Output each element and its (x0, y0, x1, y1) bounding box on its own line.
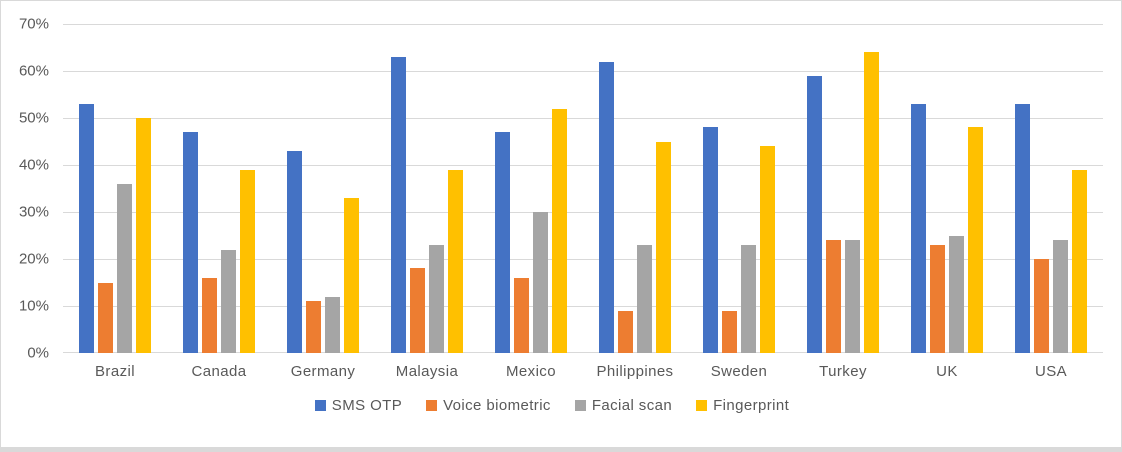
legend-item-fingerprint: Fingerprint (696, 397, 789, 414)
y-tick-label: 40% (18, 156, 49, 174)
bar-sms-otp (287, 150, 302, 353)
bar-voice-biometric (722, 310, 737, 353)
bar-sms-otp (79, 103, 94, 353)
x-tick-label: Canada (191, 363, 247, 380)
legend-label: Voice biometric (443, 397, 551, 414)
plot-area (63, 24, 1103, 353)
bar-facial-scan (845, 240, 860, 353)
bar-fingerprint (656, 141, 671, 353)
y-tick-label: 0% (27, 344, 49, 362)
x-tick-label: Sweden (710, 363, 768, 380)
gridline (63, 212, 1103, 213)
legend-swatch-icon (426, 400, 438, 411)
bar-sms-otp (599, 61, 614, 353)
legend-swatch-icon (314, 400, 326, 411)
bar-group-uk (895, 24, 999, 353)
bar-facial-scan (325, 296, 340, 353)
x-tick-label: Turkey (819, 363, 867, 380)
bar-sms-otp (183, 132, 198, 353)
bar-sms-otp (1015, 103, 1030, 353)
y-tick-label: 20% (18, 250, 49, 268)
bar-voice-biometric (98, 282, 113, 353)
bar-facial-scan (1053, 240, 1068, 353)
legend-item-facial-scan: Facial scan (574, 397, 673, 414)
bar-voice-biometric (306, 301, 321, 353)
legend-item-voice-biometric: Voice biometric (426, 397, 551, 414)
x-tick-label: Malaysia (395, 363, 459, 380)
bar-sms-otp (703, 127, 718, 353)
bar-fingerprint (864, 52, 879, 353)
gridline (63, 259, 1103, 261)
bar-voice-biometric (618, 310, 633, 353)
bar-group-turkey (791, 24, 895, 353)
bar-voice-biometric (826, 240, 841, 353)
bar-group-mexico (479, 24, 583, 353)
gridline (63, 352, 1103, 353)
y-tick-label: 10% (18, 297, 49, 315)
plot-row: 0% 10% 20% 30% 40% 50% 60% 70% (1, 16, 1103, 362)
bar-facial-scan (221, 249, 236, 353)
x-tick-label: Brazil (95, 363, 135, 380)
bar-group-sweden (687, 24, 791, 353)
bar-sms-otp (495, 132, 510, 353)
legend-label: Fingerprint (713, 397, 790, 414)
bar-voice-biometric (410, 268, 425, 353)
legend-label: Facial scan (591, 397, 673, 414)
bar-voice-biometric (514, 277, 529, 353)
legend-swatch-icon (696, 400, 708, 411)
bar-facial-scan (117, 183, 132, 353)
bar-fingerprint (552, 108, 567, 353)
bar-group-philippines (583, 24, 687, 353)
y-axis: 0% 10% 20% 30% 40% 50% 60% 70% (1, 16, 57, 362)
legend-item-sms-otp: SMS OTP (314, 397, 403, 414)
bar-group-canada (167, 24, 271, 353)
legend-swatch-icon (574, 400, 586, 411)
bar-facial-scan (949, 235, 964, 353)
y-tick-label: 60% (18, 62, 49, 80)
bar-voice-biometric (1034, 259, 1049, 353)
bar-sms-otp (807, 75, 822, 353)
bar-fingerprint (968, 127, 983, 353)
bar-sms-otp (911, 103, 926, 353)
bar-fingerprint (344, 197, 359, 353)
bar-facial-scan (741, 244, 756, 353)
bar-fingerprint (448, 169, 463, 353)
bar-fingerprint (240, 169, 255, 353)
bar-fingerprint (136, 118, 151, 353)
bar-groups (63, 24, 1103, 353)
y-tick-label: 70% (18, 15, 49, 33)
y-tick-label: 50% (18, 109, 49, 127)
gridline (63, 118, 1103, 119)
bar-group-malaysia (375, 24, 479, 353)
clustered-bar-chart: 0% 10% 20% 30% 40% 50% 60% 70% Brazil Canada Germ… (1, 1, 1103, 414)
gridline (63, 71, 1103, 72)
window-bottom-strip (1, 447, 1121, 451)
x-tick-label: Philippines (596, 363, 674, 380)
gridline (63, 24, 1103, 25)
gridline (63, 306, 1103, 308)
bar-facial-scan (637, 244, 652, 353)
bar-voice-biometric (930, 244, 945, 353)
bar-voice-biometric (202, 277, 217, 353)
bar-facial-scan (429, 244, 444, 353)
legend: SMS OTP Voice biometric Facial scan Fingerp… (1, 397, 1103, 414)
bar-sms-otp (391, 56, 406, 353)
bar-group-brazil (63, 24, 167, 353)
y-tick-label: 30% (18, 203, 49, 221)
bar-group-germany (271, 24, 375, 353)
gridline (63, 165, 1103, 167)
x-tick-label: USA (1034, 363, 1068, 380)
bar-facial-scan (533, 212, 548, 353)
legend-label: SMS OTP (331, 397, 403, 414)
bar-fingerprint (1072, 169, 1087, 353)
x-axis: Brazil Canada Germany Malaysia Mexico Philipp… (63, 353, 1103, 380)
x-tick-label: Mexico (506, 363, 556, 380)
x-tick-label: UK (936, 363, 958, 380)
x-tick-label: Germany (290, 363, 356, 380)
bar-group-usa (999, 24, 1103, 353)
bar-fingerprint (760, 146, 775, 353)
